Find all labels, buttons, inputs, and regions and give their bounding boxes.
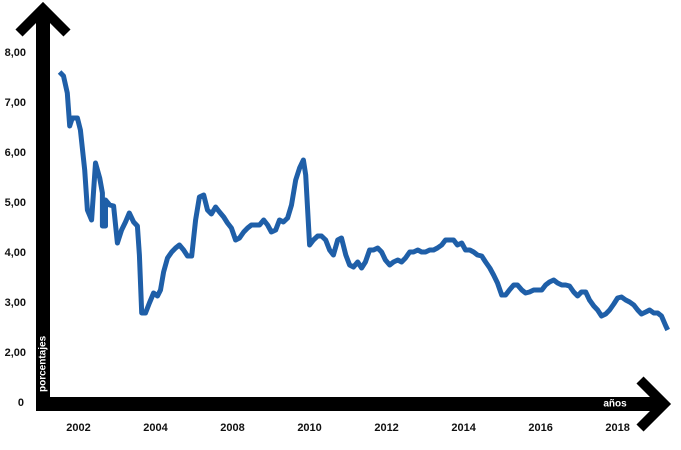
y-tick-label: 3,00: [5, 297, 26, 309]
y-tick-label: 6,00: [5, 147, 26, 159]
y-tick-label: 2,00: [5, 347, 26, 359]
y-axis-arrow: [15, 1, 71, 37]
y-tick-label: 7,00: [5, 97, 26, 109]
y-tick-label: 5,00: [5, 197, 26, 209]
axis-origin-label: 0: [18, 397, 24, 409]
x-tick-label: 2012: [374, 422, 398, 434]
y-tick-label: 4,00: [5, 247, 26, 259]
x-tick-label: 2002: [66, 422, 90, 434]
x-axis-arrow: [636, 376, 672, 432]
x-tick-label: 2010: [297, 422, 321, 434]
x-tick-label: 2014: [451, 422, 476, 434]
data-line: [57, 70, 670, 332]
x-tick-label: 2016: [528, 422, 552, 434]
x-tick-label: 2018: [605, 422, 629, 434]
x-axis-label: años: [603, 399, 627, 410]
y-tick-label: 8,00: [5, 47, 26, 59]
x-tick-label: 2004: [143, 422, 168, 434]
x-tick-label: 2008: [220, 422, 244, 434]
y-axis-label: porcentajes: [38, 335, 49, 392]
